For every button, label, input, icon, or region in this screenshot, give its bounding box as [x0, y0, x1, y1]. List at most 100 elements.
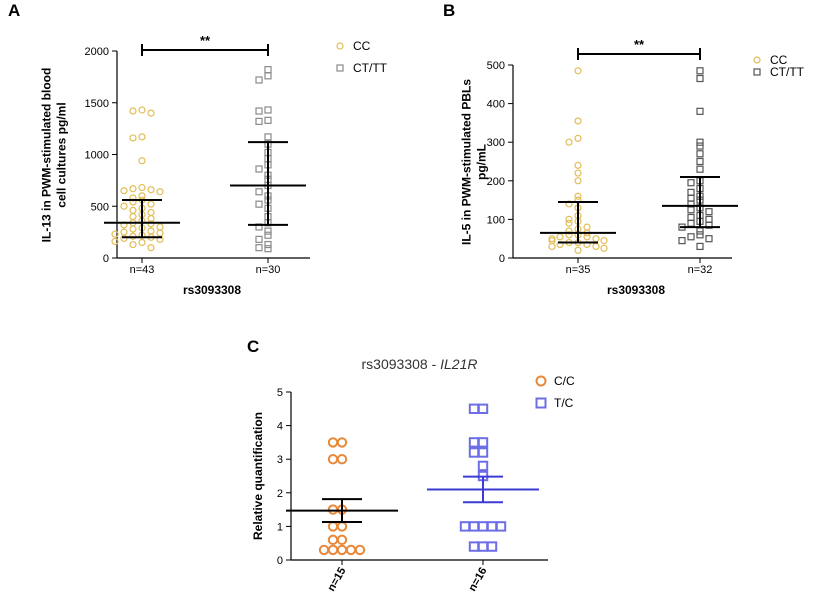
data-point	[696, 157, 704, 166]
data-point	[147, 220, 155, 228]
data-point	[687, 188, 695, 196]
data-point	[495, 521, 507, 532]
data-point	[120, 228, 128, 236]
data-point	[574, 117, 582, 125]
data-point	[592, 242, 600, 251]
data-point	[111, 237, 119, 246]
data-point	[548, 242, 556, 251]
data-point	[565, 219, 573, 227]
data-point	[565, 200, 573, 208]
data-point	[345, 544, 357, 556]
chart-panel-b: B 0 100 200 300 400 500 n=35 n=32 IL-5 in PWM-sti…	[443, 1, 805, 297]
data-point	[687, 179, 695, 187]
data-point	[565, 138, 573, 146]
data-point	[147, 200, 155, 208]
y-tick-label: 0	[103, 253, 109, 265]
data-point	[574, 161, 582, 169]
data-point	[147, 215, 155, 223]
data-point	[138, 106, 146, 114]
y-tick-label: 2	[277, 488, 283, 500]
data-point	[336, 544, 348, 556]
data-point	[147, 186, 155, 194]
data-point	[477, 460, 489, 472]
data-point	[486, 541, 498, 552]
data-point	[687, 206, 695, 214]
y-tick-label: 2000	[85, 46, 109, 58]
data-point	[696, 138, 704, 146]
legend-marker	[753, 68, 761, 76]
data-point	[336, 534, 348, 546]
chart-panel-a: A 0 500 1000 1500 2000 n=43 n=30 IL-13 in PWM-st…	[8, 1, 388, 297]
x-tick-label: n=15	[326, 566, 349, 594]
data-point	[255, 76, 263, 84]
data-point	[468, 447, 480, 458]
data-point	[120, 202, 128, 210]
x-tick-label: n=43	[130, 264, 155, 276]
data-point	[156, 229, 164, 237]
data-point	[120, 187, 128, 195]
y-axis-label: IL-13 in PWM-stimulated blood	[40, 68, 54, 243]
data-point	[264, 106, 272, 114]
data-point	[327, 504, 339, 515]
x-tick-label: n=16	[467, 566, 490, 594]
data-point	[600, 237, 608, 245]
data-point	[129, 213, 137, 221]
y-tick-label: 300	[487, 137, 505, 149]
data-point	[129, 240, 137, 249]
data-point	[264, 116, 272, 124]
data-point	[477, 403, 489, 415]
data-point	[156, 188, 164, 196]
data-point	[696, 227, 704, 235]
data-point	[129, 134, 137, 142]
significance-label: **	[200, 33, 211, 48]
data-point	[120, 234, 128, 242]
chart-title-gene: IL21R	[440, 356, 477, 372]
legend-label: CT/TT	[353, 61, 388, 75]
data-point	[696, 67, 704, 75]
data-point	[468, 521, 480, 532]
data-point	[255, 117, 263, 125]
x-axis-label: rs3093308	[183, 283, 241, 297]
data-point	[264, 133, 272, 141]
y-tick-label: 400	[487, 99, 505, 111]
data-point	[696, 74, 704, 83]
x-tick-label: n=32	[688, 264, 713, 276]
data-point	[129, 185, 137, 193]
data-point	[696, 142, 704, 150]
data-point	[336, 454, 348, 465]
data-point	[147, 109, 155, 117]
data-point	[574, 169, 582, 177]
data-point	[705, 221, 713, 229]
data-point	[156, 223, 164, 231]
data-point	[556, 233, 564, 241]
data-point	[477, 521, 489, 532]
data-point	[111, 230, 119, 238]
legend-label: CC	[353, 39, 371, 53]
data-point	[336, 521, 348, 532]
data-point	[556, 240, 564, 249]
y-tick-label: 0	[499, 253, 505, 265]
y-axis-label: cell cultures pg/ml	[55, 102, 69, 207]
legend-marker	[336, 64, 344, 72]
data-point	[138, 133, 146, 141]
data-point	[327, 521, 339, 532]
data-point	[264, 72, 272, 80]
data-point	[138, 192, 146, 200]
data-point	[687, 233, 695, 241]
data-point	[327, 437, 339, 448]
y-tick-label: 500	[487, 60, 505, 72]
y-tick-label: 3	[277, 454, 283, 466]
panel-label: B	[443, 1, 455, 20]
data-point	[574, 134, 582, 142]
legend-label: CC	[770, 53, 788, 67]
data-point	[318, 544, 330, 556]
data-point	[583, 233, 591, 241]
data-point	[705, 208, 713, 216]
data-point	[477, 541, 489, 552]
x-tick-label: n=30	[256, 264, 281, 276]
legend-label: CT/TT	[770, 65, 805, 79]
data-point	[264, 240, 272, 249]
data-point	[565, 231, 573, 239]
legend-marker	[535, 397, 547, 409]
